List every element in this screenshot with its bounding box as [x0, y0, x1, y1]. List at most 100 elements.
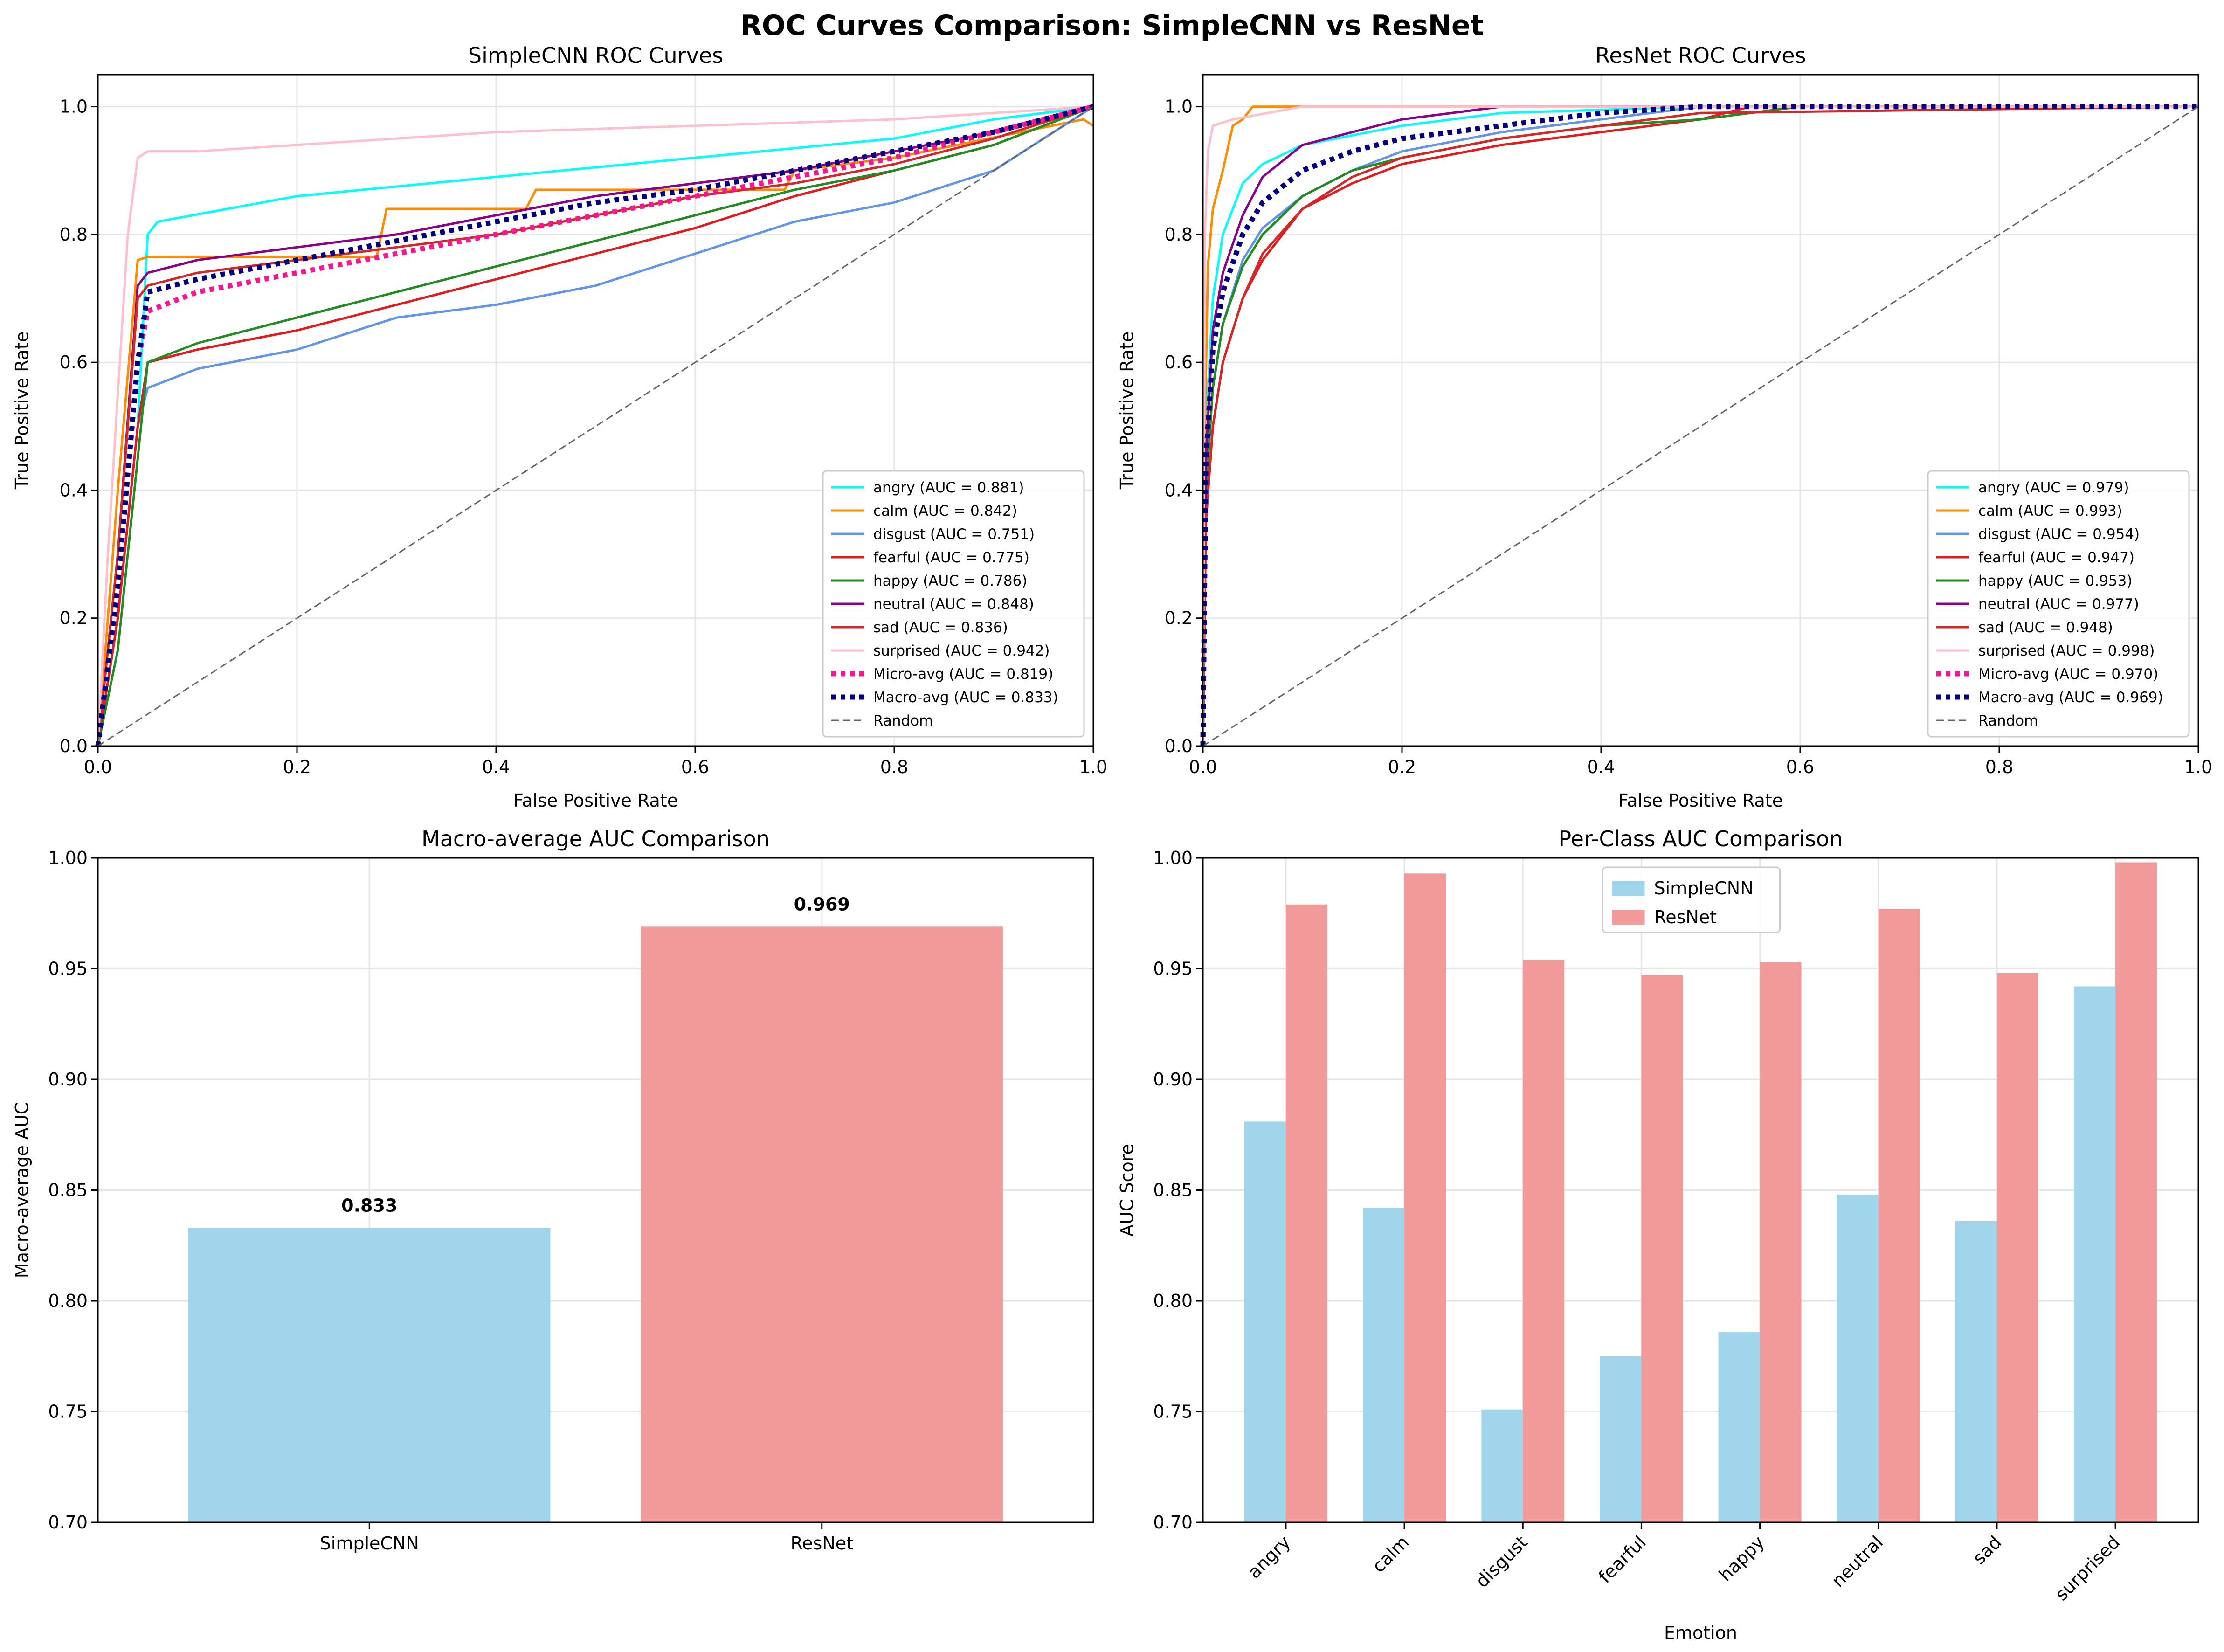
legend: angry (AUC = 0.881) calm (AUC = 0.842) dis… [822, 470, 1085, 738]
bar-simplecnn [1600, 1356, 1642, 1522]
plot-title: ResNet ROC Curves [1595, 43, 1806, 68]
plot-title: Per-Class AUC Comparison [1559, 826, 1843, 851]
legend-label: neutral (AUC = 0.848) [873, 596, 1034, 613]
x-tick-label: neutral [1828, 1532, 1887, 1591]
y-axis-label: Macro-average AUC [12, 1102, 32, 1278]
bar-resnet [641, 926, 1003, 1522]
x-tick-label: happy [1715, 1532, 1768, 1585]
bar-resnet [1996, 973, 2038, 1522]
y-tick-label: 0.0 [60, 736, 88, 756]
legend-label: Micro-avg (AUC = 0.819) [873, 666, 1053, 683]
x-tick-label: sad [1969, 1532, 2006, 1569]
bar-value-label: 0.969 [794, 894, 850, 914]
bar-resnet [1404, 873, 1446, 1522]
y-tick-label: 0.90 [48, 1069, 88, 1090]
x-tick-label: 0.0 [1189, 757, 1217, 777]
legend-label: calm (AUC = 0.993) [1978, 503, 2122, 519]
y-tick-label: 0.2 [60, 608, 88, 629]
legend-box [822, 470, 1085, 738]
x-axis-label: False Positive Rate [513, 790, 678, 811]
legend-label: Macro-avg (AUC = 0.969) [1978, 689, 2163, 706]
y-axis-label: True Positive Rate [1117, 332, 1137, 490]
y-tick-label: 0.80 [1153, 1291, 1193, 1311]
x-tick-label: ResNet [790, 1533, 853, 1554]
y-tick-label: 0.6 [1165, 352, 1193, 373]
roc-curve [97, 105, 1094, 747]
bar-simplecnn [1244, 1121, 1286, 1522]
simplecnn-roc-panel: SimpleCNN ROC Curves False Positive Rate T… [12, 43, 1107, 811]
legend-label: SimpleCNN [1654, 878, 1754, 899]
roc-curve [97, 106, 1094, 747]
legend-label: surprised (AUC = 0.998) [1978, 643, 2155, 659]
y-tick-label: 0.95 [48, 959, 88, 979]
resnet-roc-panel: ResNet ROC Curves False Positive Rate True… [1117, 43, 2212, 811]
legend-box [1927, 470, 2190, 738]
roc-curve [1202, 105, 2198, 747]
x-tick-label: disgust [1471, 1532, 1531, 1591]
y-tick-label: 1.00 [1153, 848, 1193, 868]
bar-simplecnn [1481, 1409, 1523, 1522]
roc-curve [1202, 105, 2199, 747]
legend-label: disgust (AUC = 0.954) [1978, 526, 2140, 543]
roc-curve [97, 105, 1094, 747]
legend-label: Macro-avg (AUC = 0.833) [873, 689, 1058, 706]
y-tick-label: 1.00 [48, 848, 88, 868]
y-tick-label: 0.90 [1153, 1069, 1193, 1090]
macro-auc-bar-panel: Macro-average AUC Comparison Macro-averag… [12, 826, 1094, 1554]
legend-label: neutral (AUC = 0.977) [1978, 596, 2139, 613]
bar-resnet [1878, 909, 1920, 1522]
y-tick-label: 0.70 [1153, 1512, 1193, 1533]
bar-resnet [1760, 962, 1802, 1522]
legend-label: happy (AUC = 0.953) [1978, 573, 2132, 589]
x-tick-label: 0.4 [1587, 757, 1615, 777]
x-tick-label: fearful [1595, 1532, 1650, 1587]
y-tick-label: 0.85 [1153, 1180, 1193, 1201]
x-axis-label: Emotion [1664, 1623, 1737, 1643]
legend-label: Random [873, 712, 933, 729]
bar-resnet [1285, 904, 1327, 1522]
roc-curve [1202, 105, 2198, 747]
plot-title: Macro-average AUC Comparison [421, 826, 770, 851]
y-tick-label: 0.4 [60, 480, 88, 500]
plot-frame [97, 857, 1094, 1523]
y-tick-label: 0.70 [48, 1512, 88, 1533]
bar-simplecnn [1718, 1332, 1760, 1522]
legend-box [1602, 866, 1781, 933]
y-axis-label: True Positive Rate [12, 332, 32, 490]
y-tick-label: 0.75 [48, 1402, 88, 1422]
roc-curve [1202, 106, 2199, 747]
legend-label: angry (AUC = 0.881) [873, 479, 1024, 496]
legend-label: happy (AUC = 0.786) [873, 573, 1027, 589]
roc-curve [1202, 105, 2198, 747]
y-tick-label: 0.4 [1165, 480, 1193, 500]
y-tick-label: 0.85 [48, 1180, 88, 1201]
legend-label: fearful (AUC = 0.775) [873, 549, 1029, 566]
x-tick-label: 0.6 [681, 757, 709, 777]
bar-simplecnn [1955, 1221, 1997, 1522]
x-tick-label: surprised [2051, 1532, 2124, 1604]
y-tick-label: 0.95 [1153, 959, 1193, 979]
bar-simplecnn [2074, 986, 2116, 1522]
roc-curve [97, 105, 1094, 747]
x-tick-label: 0.0 [84, 757, 112, 777]
x-axis-label: False Positive Rate [1618, 790, 1783, 811]
legend-swatch [1612, 881, 1645, 896]
legend: SimpleCNN ResNet [1602, 866, 1781, 933]
x-tick-label: SimpleCNN [320, 1533, 419, 1554]
x-tick-label: 0.8 [880, 757, 908, 777]
legend: angry (AUC = 0.979) calm (AUC = 0.993) dis… [1927, 470, 2190, 738]
x-tick-label: 0.2 [1388, 757, 1416, 777]
plot-frame [97, 74, 1094, 747]
legend-label: sad (AUC = 0.836) [873, 619, 1008, 636]
legend-swatch [1612, 910, 1645, 925]
plot-frame [1202, 857, 2199, 1523]
per-class-auc-bar-panel: Per-Class AUC Comparison Emotion AUC Score… [1117, 826, 2199, 1643]
bar-value-label: 0.833 [341, 1195, 397, 1216]
figure-title: ROC Curves Comparison: SimpleCNN vs ResN… [740, 9, 1484, 42]
x-tick-label: calm [1368, 1532, 1413, 1576]
plot-frame [1202, 74, 2199, 747]
legend-label: fearful (AUC = 0.947) [1978, 549, 2134, 566]
bar-simplecnn [1837, 1195, 1879, 1522]
y-tick-label: 0.80 [48, 1291, 88, 1311]
